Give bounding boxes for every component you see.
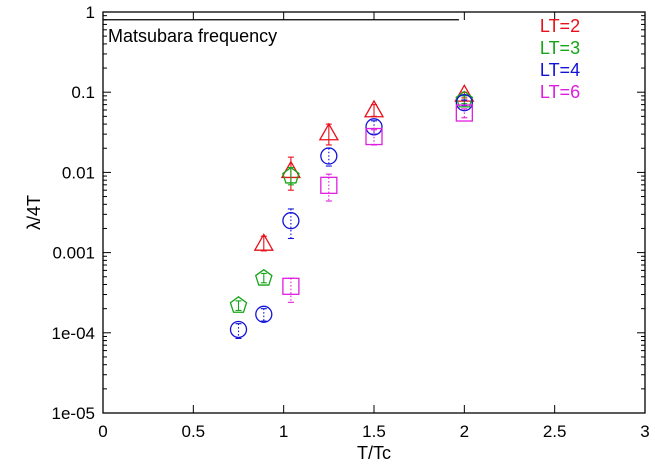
x-tick-label: 1.5	[362, 422, 386, 441]
x-tick-label: 3	[640, 422, 649, 441]
x-tick-label: 0	[98, 422, 107, 441]
data-point	[282, 277, 300, 295]
y-tick-label: 0.01	[62, 163, 95, 182]
data-point	[282, 212, 300, 230]
y-axis-label: λ/4T	[24, 195, 44, 230]
series-lt-6	[282, 104, 473, 303]
legend-entry-lt-3: LT=3	[540, 38, 580, 58]
series-lt-3	[229, 90, 474, 313]
data-point	[455, 90, 474, 108]
series-layer	[229, 84, 475, 340]
data-point	[282, 166, 300, 184]
annotation-layer: Matsubara frequency	[103, 19, 459, 46]
x-tick-label: 2.5	[543, 422, 567, 441]
series-lt-4	[229, 94, 473, 340]
legend-entry-lt-4: LT=4	[540, 60, 580, 80]
matsubara-frequency-label: Matsubara frequency	[108, 26, 277, 46]
x-tick-label: 1	[279, 422, 288, 441]
x-axis-label: T/Tc	[357, 443, 391, 463]
data-point	[365, 127, 383, 146]
data-point	[455, 94, 473, 112]
legend-entry-lt-2: LT=2	[540, 16, 580, 36]
data-point	[318, 122, 339, 141]
series-lt-2	[253, 84, 475, 252]
data-point	[455, 104, 473, 122]
y-tick-label: 1	[86, 3, 95, 22]
data-point	[365, 118, 383, 136]
x-tick-label: 2	[460, 422, 469, 441]
data-point	[363, 99, 385, 118]
y-tick-label: 1e-05	[52, 404, 95, 423]
data-point	[255, 305, 273, 323]
data-point	[320, 147, 338, 165]
legend: LT=2LT=3LT=4LT=6	[540, 16, 580, 102]
ticks-layer: 0 0.5 1 1.5 2 2.5 3 1e-05 1e-04 0.001 0.01 0.1 1	[52, 3, 650, 441]
data-point	[229, 296, 248, 313]
data-point	[320, 176, 338, 194]
y-tick-label: 1e-04	[52, 324, 95, 343]
data-point	[254, 268, 273, 286]
y-tick-label: 0.001	[52, 244, 95, 263]
data-point	[229, 320, 248, 339]
x-tick-label: 0.5	[182, 422, 206, 441]
y-tick-label: 0.1	[71, 83, 95, 102]
legend-entry-lt-6: LT=6	[540, 82, 580, 102]
data-point	[253, 233, 274, 251]
